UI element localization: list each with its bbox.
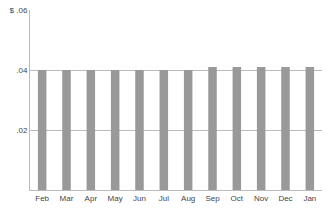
svg-text:Mar: Mar <box>60 194 74 203</box>
svg-text:Aug: Aug <box>181 194 195 203</box>
svg-text:Dec: Dec <box>278 194 292 203</box>
svg-text:Feb: Feb <box>35 194 49 203</box>
svg-text:$ .06: $ .06 <box>10 6 28 15</box>
svg-text:Jun: Jun <box>133 194 146 203</box>
svg-text:Jul: Jul <box>159 194 169 203</box>
svg-text:Nov: Nov <box>254 194 268 203</box>
svg-text:Apr: Apr <box>85 194 98 203</box>
svg-text:Sep: Sep <box>205 194 220 203</box>
svg-text:.02: .02 <box>16 126 28 135</box>
svg-text:Jan: Jan <box>303 194 316 203</box>
svg-text:Oct: Oct <box>231 194 244 203</box>
svg-text:.04: .04 <box>16 66 28 75</box>
svg-text:May: May <box>108 194 123 203</box>
